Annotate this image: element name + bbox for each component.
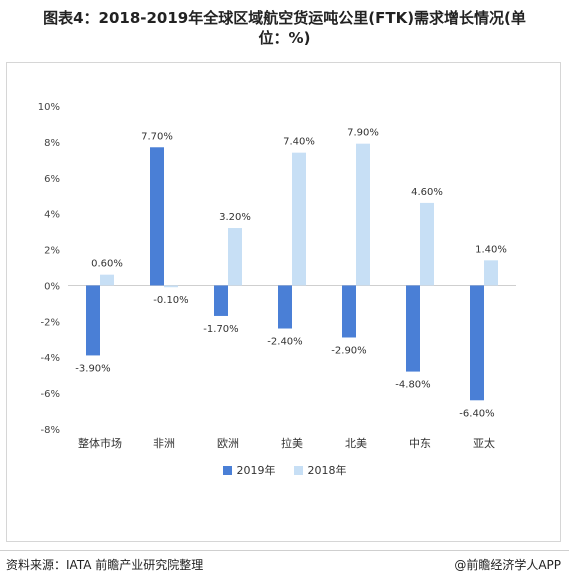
bar-2019 [406, 285, 420, 372]
x-tick-label: 中东 [409, 437, 431, 450]
bar-2019 [278, 285, 292, 329]
y-tick-label: 6% [44, 174, 60, 185]
bar-2019 [86, 285, 100, 356]
data-label-2018: 1.40% [475, 244, 507, 255]
bar-2018 [228, 228, 242, 286]
data-label-2018: 3.20% [219, 212, 251, 223]
data-label-2019: 7.70% [141, 131, 173, 142]
y-tick-label: 10% [38, 102, 60, 113]
legend-label-2019: 2019年 [236, 464, 276, 477]
data-label-2019: -3.90% [75, 363, 110, 374]
bar-2018 [420, 202, 434, 286]
bar-2018 [484, 260, 498, 286]
legend-item-2018: 2018年 [293, 462, 347, 478]
bar-2019 [342, 285, 356, 338]
bar-2018 [100, 274, 114, 286]
data-label-2019: -2.90% [331, 345, 366, 356]
bar-2018 [356, 143, 370, 286]
x-tick-label: 整体市场 [78, 436, 122, 450]
x-tick-label: 非洲 [153, 437, 175, 450]
x-tick-label: 欧洲 [217, 437, 239, 450]
footer-divider [0, 550, 569, 551]
source-note: 资料来源：IATA 前瞻产业研究院整理 [6, 558, 204, 572]
data-label-2018: 4.60% [411, 187, 443, 198]
bar-2018 [164, 285, 178, 288]
chart-title-line2: 位：%) [258, 29, 311, 47]
legend-swatch-2019 [222, 465, 232, 475]
data-label-2019: -6.40% [459, 408, 494, 419]
legend-swatch-2018 [293, 465, 303, 475]
y-tick-label: -4% [41, 353, 60, 364]
chart-title: 图表4：2018-2019年全球区域航空货运吨公里(FTK)需求增长情况(单 位… [0, 8, 569, 48]
data-label-2019: -1.70% [203, 324, 238, 335]
y-tick-label: 0% [44, 281, 60, 292]
chart-title-line1: 图表4：2018-2019年全球区域航空货运吨公里(FTK)需求增长情况(单 [43, 9, 526, 27]
data-label-2019: -2.40% [267, 337, 302, 348]
data-label-2018: 7.40% [283, 137, 315, 148]
y-tick-label: -8% [41, 425, 60, 436]
chart-legend: 2019年 2018年 [0, 462, 569, 478]
x-tick-label: 亚太 [473, 437, 495, 450]
y-tick-label: -6% [41, 389, 60, 400]
bar-2018 [292, 152, 306, 286]
y-tick-label: 2% [44, 246, 60, 257]
y-tick-label: -2% [41, 317, 60, 328]
bar-2019 [470, 285, 484, 401]
legend-item-2019: 2019年 [222, 462, 276, 478]
legend-label-2018: 2018年 [307, 464, 347, 477]
x-tick-label: 北美 [345, 437, 367, 450]
bar-2019 [214, 285, 228, 316]
x-tick-label: 拉美 [281, 436, 303, 450]
bar-2019 [150, 147, 164, 286]
data-label-2018: -0.10% [153, 295, 188, 306]
data-label-2019: -4.80% [395, 380, 430, 391]
y-tick-label: 8% [44, 138, 60, 149]
data-label-2018: 0.60% [91, 259, 123, 270]
publisher-credit: @前瞻经济学人APP [454, 558, 561, 572]
data-label-2018: 7.90% [347, 128, 379, 139]
y-tick-label: 4% [44, 210, 60, 221]
